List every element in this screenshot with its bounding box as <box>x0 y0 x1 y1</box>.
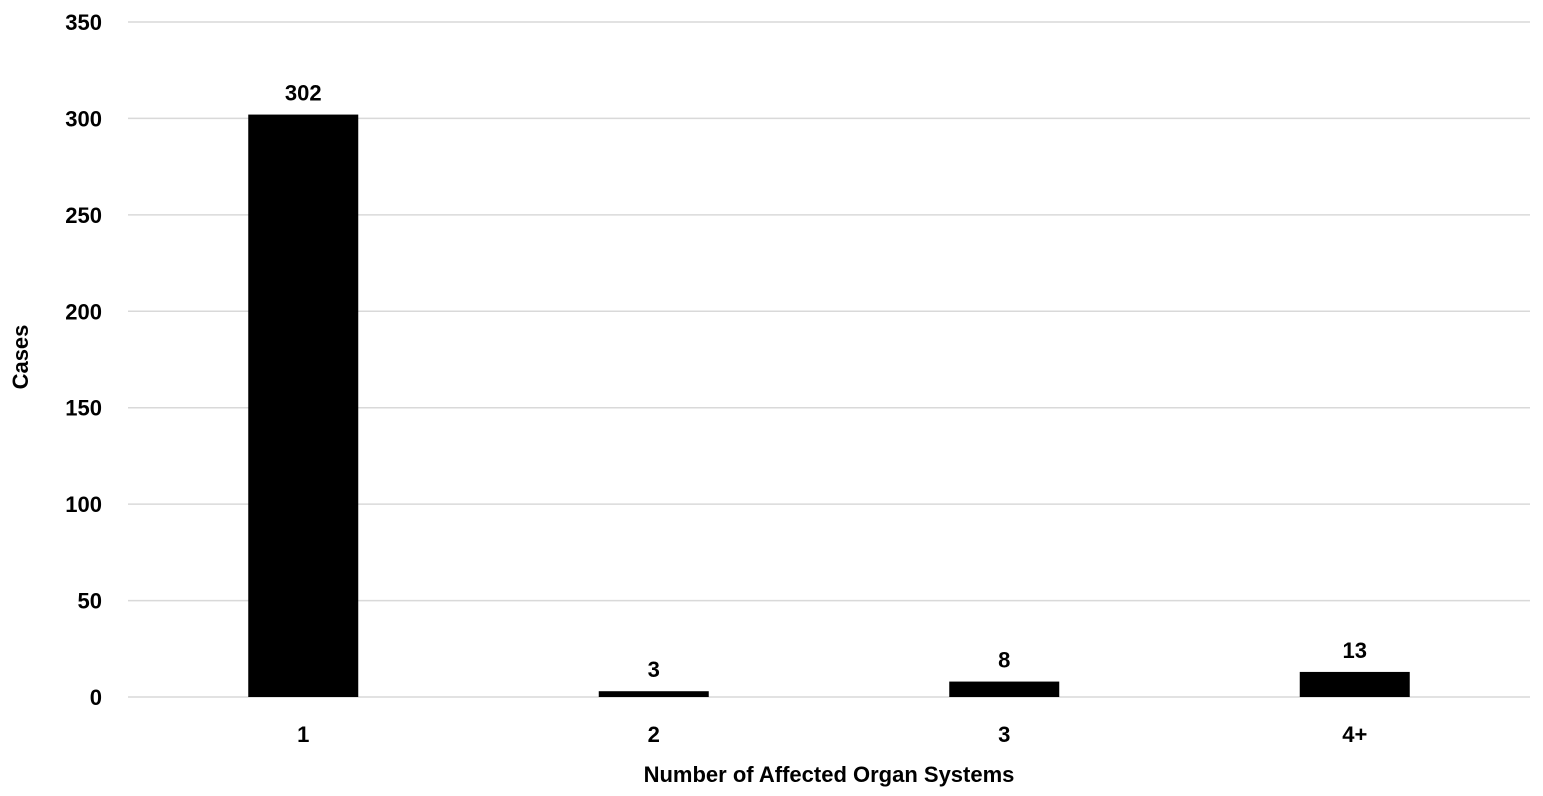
y-tick-label: 250 <box>65 203 102 228</box>
x-axis-ticks: 1 2 3 4+ <box>297 722 1367 747</box>
y-tick-label: 150 <box>65 396 102 421</box>
bar-4+ <box>1299 671 1410 697</box>
y-tick-label: 350 <box>65 10 102 35</box>
data-label: 13 <box>1343 638 1367 663</box>
data-label: 8 <box>998 648 1010 673</box>
data-labels: 302 3 8 13 <box>285 81 1367 683</box>
y-tick-label: 100 <box>65 492 102 517</box>
bars <box>248 114 1410 698</box>
y-tick-label: 200 <box>65 299 102 324</box>
x-tick-label: 4+ <box>1342 722 1367 747</box>
y-axis-title: Cases <box>8 325 33 390</box>
x-tick-label: 2 <box>648 722 660 747</box>
y-tick-label: 50 <box>78 589 102 614</box>
y-axis-ticks: 0 50 100 150 200 250 300 350 <box>65 10 102 710</box>
bar-3 <box>949 681 1060 697</box>
y-tick-label: 300 <box>65 106 102 131</box>
x-axis-title: Number of Affected Organ Systems <box>644 762 1015 787</box>
bar-2 <box>598 691 709 697</box>
x-tick-label: 1 <box>297 722 309 747</box>
y-tick-label: 0 <box>90 685 102 710</box>
data-label: 302 <box>285 81 322 106</box>
x-tick-label: 3 <box>998 722 1010 747</box>
data-label: 3 <box>648 657 660 682</box>
gridlines <box>128 21 1530 698</box>
bar-1 <box>248 114 359 698</box>
